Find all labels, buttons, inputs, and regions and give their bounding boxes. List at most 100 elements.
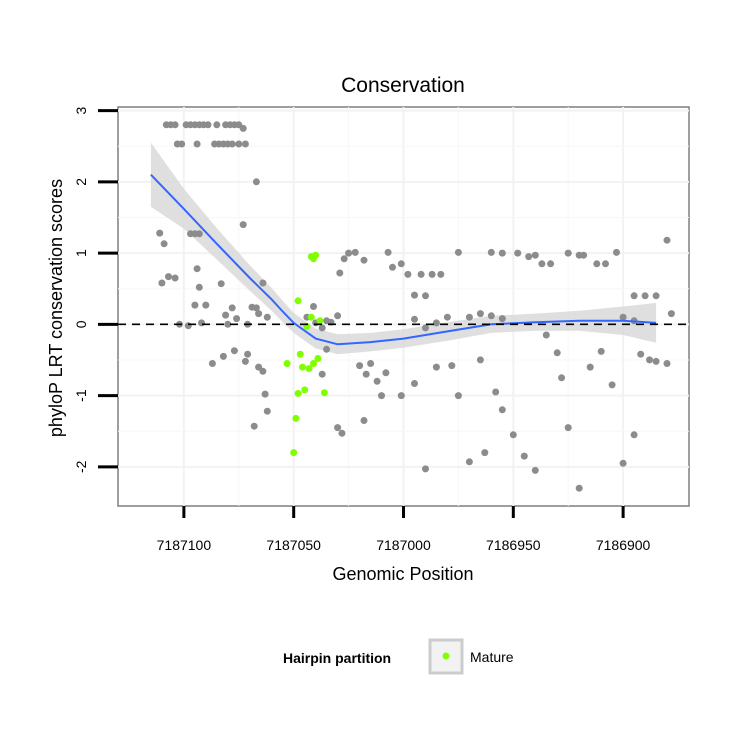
point-other: [454, 248, 462, 256]
legend-title: Hairpin partition: [283, 650, 391, 666]
point-mature: [283, 360, 291, 367]
point-other: [263, 313, 271, 321]
point-other: [318, 324, 326, 332]
point-other: [228, 304, 236, 312]
point-other: [184, 322, 192, 330]
point-other: [646, 356, 653, 364]
point-mature: [312, 251, 320, 259]
point-mature: [294, 389, 302, 397]
point-other: [373, 377, 381, 385]
point-other: [171, 121, 179, 129]
point-other: [351, 248, 359, 256]
confidence-band: [150, 142, 657, 355]
point-other: [239, 124, 247, 132]
point-other: [378, 392, 385, 400]
point-other: [465, 313, 473, 321]
point-other: [663, 236, 671, 244]
points-layer: [156, 121, 675, 492]
point-other: [360, 417, 368, 424]
point-other: [558, 374, 566, 382]
point-other: [228, 140, 236, 148]
point-other: [334, 424, 342, 432]
point-other: [613, 248, 620, 256]
axes-layer: 7187100 7187050 7187000 7186950 7186900 3 2 1 0 -…: [73, 106, 651, 553]
point-mature: [314, 355, 322, 362]
point-other: [244, 350, 252, 358]
point-other: [239, 221, 247, 229]
point-other: [637, 350, 645, 358]
point-other: [487, 312, 495, 320]
point-other: [345, 249, 353, 257]
smooth-line-layer: [118, 174, 689, 346]
point-other: [481, 449, 489, 457]
legend: Hairpin partition Mature: [283, 638, 514, 675]
point-other: [454, 392, 462, 400]
point-other: [509, 431, 517, 439]
x-axis-label: Genomic Position: [332, 564, 473, 584]
confidence-band-layer: [150, 142, 657, 355]
point-other: [652, 292, 660, 300]
point-other: [389, 263, 396, 271]
point-other: [608, 381, 616, 389]
point-other: [252, 304, 260, 312]
smooth-line: [150, 174, 657, 346]
point-other: [195, 283, 203, 291]
point-other: [252, 178, 260, 186]
point-other: [667, 310, 675, 318]
y-tick-label: -1: [73, 389, 89, 402]
point-other: [531, 466, 539, 474]
point-other: [525, 253, 533, 261]
point-other: [336, 269, 344, 277]
y-tick-label: 0: [73, 320, 89, 328]
point-mature: [299, 363, 306, 371]
point-other: [397, 392, 405, 400]
point-other: [193, 265, 201, 273]
point-other: [261, 390, 269, 398]
point-mature: [310, 360, 317, 367]
point-other: [417, 270, 425, 278]
x-tick-label: 7187050: [266, 537, 321, 553]
point-other: [217, 280, 225, 288]
point-other: [323, 345, 331, 353]
point-other: [195, 230, 203, 238]
point-other: [230, 347, 238, 355]
point-other: [428, 270, 436, 278]
point-other: [580, 251, 588, 259]
point-other: [250, 422, 258, 430]
point-mature: [294, 297, 302, 305]
point-other: [255, 310, 263, 318]
point-other: [213, 121, 221, 129]
point-other: [178, 140, 186, 148]
x-tick-label: 7187100: [157, 537, 212, 553]
point-other: [310, 303, 317, 310]
point-other: [156, 229, 164, 237]
point-other: [498, 249, 506, 257]
point-mature: [292, 414, 300, 422]
point-other: [356, 362, 364, 370]
y-tick-label: 3: [73, 106, 89, 114]
point-other: [465, 458, 473, 466]
x-tick-label: 7186950: [486, 537, 541, 553]
point-other: [171, 274, 179, 282]
point-other: [498, 315, 506, 323]
point-other: [404, 270, 412, 278]
point-other: [432, 363, 440, 371]
point-other: [602, 260, 609, 268]
legend-key-mature: [442, 652, 450, 660]
point-other: [564, 249, 572, 257]
y-axis-label: phyloP LRT conservation scores: [46, 179, 66, 437]
point-other: [443, 313, 451, 321]
point-other: [593, 260, 601, 268]
point-other: [241, 140, 249, 148]
point-mature: [316, 317, 324, 325]
point-other: [641, 292, 649, 300]
y-tick-label: 2: [73, 178, 89, 186]
point-other: [338, 429, 346, 437]
point-other: [202, 301, 210, 309]
chart-title: Conservation: [341, 74, 465, 97]
y-tick-label: -2: [73, 460, 89, 473]
point-other: [487, 248, 495, 256]
point-other: [586, 363, 594, 371]
point-mature: [290, 449, 298, 457]
